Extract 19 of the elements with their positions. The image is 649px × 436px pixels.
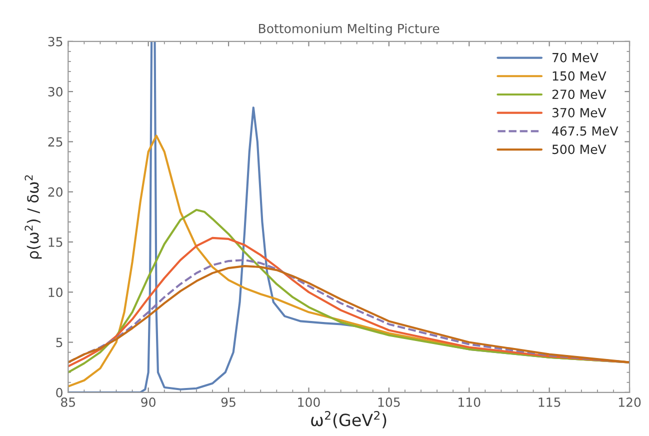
y-tick-label: 35 [48,36,62,46]
x-tick-label: 100 [298,397,320,407]
y-tick-label: 25 [48,137,62,147]
x-tick-label: 120 [618,397,641,407]
x-tick-label: 105 [378,397,400,407]
x-tick-label: 110 [458,397,480,407]
y-tick-label: 0 [56,388,62,398]
y-tick-label: 15 [48,238,62,247]
chart-title: Bottomonium Melting Picture [259,24,440,36]
x-tick-label: 85 [61,397,76,407]
x-tick-label: 95 [221,397,236,407]
y-tick-label: 30 [48,87,62,96]
y-axis-title: ρ(ω$^{2}$) / δω$^{2}$ [24,175,42,259]
y-tick-label: 5 [56,338,62,348]
x-tick-label: 115 [538,398,560,407]
x-tick-label: 90 [141,397,156,407]
y-tick-label: 10 [48,288,62,298]
y-tick-label: 20 [48,187,62,197]
x-axis-title: ω$^{2}$(GeV$^{2}$) [311,411,386,428]
